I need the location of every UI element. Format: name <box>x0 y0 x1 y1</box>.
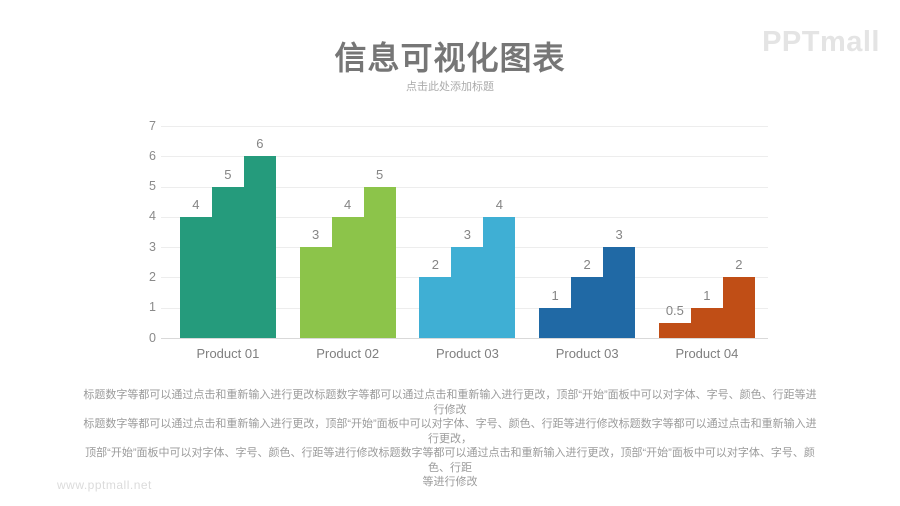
y-tick-label: 1 <box>149 300 156 315</box>
bar-step <box>658 322 691 338</box>
gridline-y5 <box>161 186 768 188</box>
x-axis-label: Product 03 <box>435 346 499 361</box>
x-axis-label: Product 02 <box>316 346 380 361</box>
bar-step <box>539 307 572 338</box>
bar-step <box>483 216 516 338</box>
x-axis-label: Product 03 <box>555 346 619 361</box>
value-label: 1 <box>703 287 711 303</box>
value-label: 2 <box>431 257 439 273</box>
page-title: 信息可视化图表 <box>334 40 566 76</box>
value-label: 5 <box>376 166 384 182</box>
page-subtitle: 点击此处添加标题 <box>406 81 494 93</box>
description-line: 标题数字等都可以通过点击和重新输入进行更改，顶部“开始”面板中可以对字体、字号、… <box>83 418 817 445</box>
value-label: 2 <box>735 257 743 273</box>
bar-step <box>363 186 396 338</box>
bar-step <box>331 216 364 338</box>
gridline-y0 <box>161 338 768 339</box>
value-label: 5 <box>224 166 232 182</box>
bar-step <box>722 277 755 338</box>
x-axis-label: Product 04 <box>675 346 739 361</box>
bar-step <box>451 247 484 338</box>
gridline-y7 <box>161 126 768 127</box>
x-axis-label: Product 01 <box>196 346 260 361</box>
bar-step <box>179 216 212 338</box>
value-label: 3 <box>312 227 320 243</box>
value-label: 1 <box>551 287 559 303</box>
y-tick-label: 4 <box>149 209 156 224</box>
y-tick-label: 3 <box>149 239 156 254</box>
value-label: 4 <box>344 196 352 212</box>
description-line: 标题数字等都可以通过点击和重新输入进行更改标题数字等都可以通过点击和重新输入进行… <box>83 389 817 416</box>
value-label: 4 <box>495 196 503 212</box>
value-label: 0.5 <box>665 302 684 318</box>
value-label: 3 <box>463 227 471 243</box>
bar-step <box>243 156 276 338</box>
value-label: 2 <box>583 257 591 273</box>
description-paragraph: 标题数字等都可以通过点击和重新输入进行更改标题数字等都可以通过点击和重新输入进行… <box>80 388 820 490</box>
pptmall-logo: PPTmall <box>762 26 880 58</box>
y-tick-label: 2 <box>149 269 156 284</box>
y-tick-label: 0 <box>149 330 156 345</box>
bar-step <box>571 277 604 338</box>
value-label: 3 <box>615 227 623 243</box>
watermark-url: www.pptmall.net <box>57 478 152 492</box>
bar-step <box>299 247 332 338</box>
bar-step <box>419 277 452 338</box>
description-line: 等进行修改 <box>422 476 478 488</box>
y-tick-label: 5 <box>149 179 156 194</box>
bar-step <box>690 307 723 338</box>
bar-step <box>603 247 636 338</box>
gridline-y4 <box>161 216 768 218</box>
y-tick-label: 6 <box>149 148 156 163</box>
value-label: 4 <box>192 196 200 212</box>
bar-step <box>211 186 244 338</box>
description-line: 顶部“开始”面板中可以对字体、字号、颜色、行距等进行修改标题数字等都可以通过点击… <box>85 447 815 474</box>
y-tick-label: 7 <box>149 118 156 133</box>
value-label: 6 <box>256 136 264 152</box>
gridline-y6 <box>161 156 768 158</box>
